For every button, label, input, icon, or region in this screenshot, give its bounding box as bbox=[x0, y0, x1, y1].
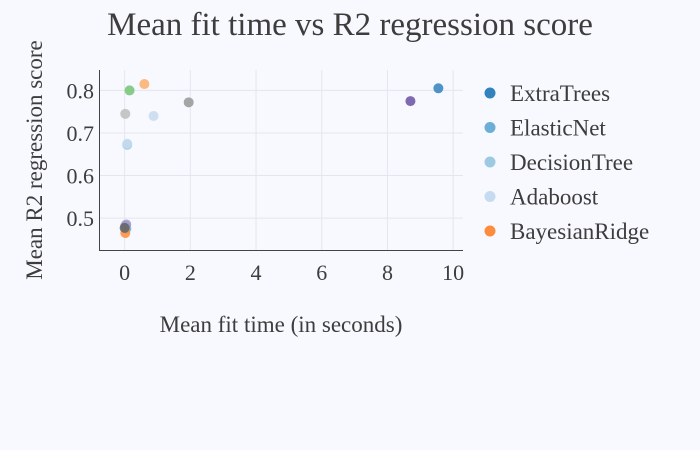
data-point-5-0 bbox=[139, 79, 150, 90]
legend: ExtraTrees ElasticNet DecisionTree Adaboost… bbox=[484, 81, 649, 244]
legend-marker-2 bbox=[484, 156, 496, 168]
data-point-13-0 bbox=[119, 222, 130, 233]
y-tick-label-1: 0.6 bbox=[67, 164, 95, 189]
y-tick-label-3: 0.8 bbox=[67, 78, 95, 103]
grid-layer bbox=[100, 70, 463, 250]
data-point-0-0 bbox=[433, 83, 444, 94]
legend-label-2: DecisionTree bbox=[510, 150, 633, 175]
data-point-8-0 bbox=[405, 96, 416, 107]
y-tick-label-2: 0.7 bbox=[67, 121, 95, 146]
legend-marker-1 bbox=[484, 122, 496, 133]
data-point-10-0 bbox=[120, 108, 131, 119]
x-tick-label-1: 2 bbox=[185, 260, 196, 285]
legend-label-1: ElasticNet bbox=[510, 116, 606, 141]
x-tick-label-0: 0 bbox=[119, 260, 130, 285]
legend-marker-3 bbox=[484, 191, 496, 202]
x-axis-title: Mean fit time (in seconds) bbox=[160, 312, 403, 337]
legend-marker-4 bbox=[484, 225, 496, 237]
legend-label-4: BayesianRidge bbox=[510, 219, 649, 244]
legend-marker-0 bbox=[484, 87, 496, 99]
point-layer bbox=[119, 79, 444, 238]
data-point-6-0 bbox=[124, 85, 135, 96]
legend-label-0: ExtraTrees bbox=[510, 81, 610, 106]
x-tick-label-3: 6 bbox=[316, 260, 327, 285]
y-tick-label-0: 0.5 bbox=[67, 206, 95, 231]
data-point-3-0 bbox=[148, 110, 159, 121]
chart-title: Mean fit time vs R2 regression score bbox=[107, 7, 593, 43]
data-point-11-0 bbox=[122, 138, 133, 149]
tick-layer: 0 2 4 6 8 10 0.5 0.6 0.7 0.8 bbox=[67, 78, 465, 285]
data-point-9-0 bbox=[183, 97, 194, 108]
legend-label-3: Adaboost bbox=[510, 185, 599, 210]
x-tick-label-4: 8 bbox=[382, 260, 393, 285]
y-axis-title: Mean R2 regression score bbox=[22, 40, 47, 280]
x-tick-label-2: 4 bbox=[251, 260, 262, 285]
x-tick-label-5: 10 bbox=[442, 260, 464, 285]
